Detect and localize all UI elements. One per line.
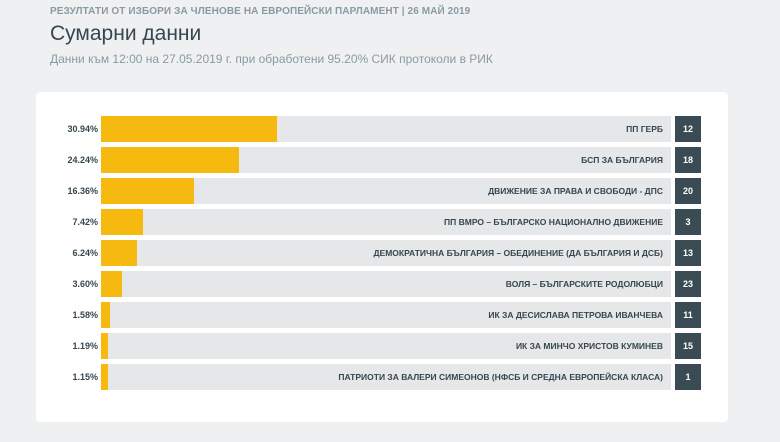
percent-label: 1.19%	[72, 341, 98, 351]
seats-badge: 13	[675, 240, 701, 266]
party-name: БСП ЗА БЪЛГАРИЯ	[581, 155, 663, 165]
result-bar	[101, 147, 240, 173]
result-row: 16.36% ДВИЖЕНИЕ ЗА ПРАВА И СВОБОДИ - ДПС 2…	[36, 178, 728, 204]
party-name: ПП ГЕРБ	[626, 124, 663, 134]
result-bar	[101, 364, 108, 390]
result-bar	[101, 240, 137, 266]
party-name: ПАТРИОТИ ЗА ВАЛЕРИ СИМЕОНОВ (НФСБ И СРЕД…	[338, 372, 663, 382]
result-bar	[101, 302, 110, 328]
seats-badge: 1	[675, 364, 701, 390]
results-panel: 30.94% ПП ГЕРБ 12 24.24% БСП ЗА БЪЛГАРИЯ 18 16…	[36, 92, 728, 422]
bar-track: ПП ВМРО – БЪЛГАРСКО НАЦИОНАЛНО ДВИЖЕНИЕ	[101, 209, 671, 235]
page-subtitle: Данни към 12:00 на 27.05.2019 г. при обр…	[50, 52, 493, 66]
bar-track: ПП ГЕРБ	[101, 116, 671, 142]
bar-track: ПАТРИОТИ ЗА ВАЛЕРИ СИМЕОНОВ (НФСБ И СРЕД…	[101, 364, 671, 390]
bar-track: БСП ЗА БЪЛГАРИЯ	[101, 147, 671, 173]
bar-track: ДВИЖЕНИЕ ЗА ПРАВА И СВОБОДИ - ДПС	[101, 178, 671, 204]
party-name: ДВИЖЕНИЕ ЗА ПРАВА И СВОБОДИ - ДПС	[488, 186, 663, 196]
seats-badge: 23	[675, 271, 701, 297]
page-topline: РЕЗУЛТАТИ ОТ ИЗБОРИ ЗА ЧЛЕНОВЕ НА ЕВРОПЕ…	[50, 6, 471, 17]
result-bar	[101, 178, 195, 204]
party-name: ИК ЗА ДЕСИСЛАВА ПЕТРОВА ИВАНЧЕВА	[488, 310, 663, 320]
seats-badge: 12	[675, 116, 701, 142]
seats-badge: 11	[675, 302, 701, 328]
percent-label: 6.24%	[72, 248, 98, 258]
result-row: 6.24% ДЕМОКРАТИЧНА БЪЛГАРИЯ – ОБЕДИНЕНИЕ …	[36, 240, 728, 266]
result-row: 7.42% ПП ВМРО – БЪЛГАРСКО НАЦИОНАЛНО ДВИЖ…	[36, 209, 728, 235]
bar-track: ИК ЗА ДЕСИСЛАВА ПЕТРОВА ИВАНЧЕВА	[101, 302, 671, 328]
bar-track: ДЕМОКРАТИЧНА БЪЛГАРИЯ – ОБЕДИНЕНИЕ (ДА Б…	[101, 240, 671, 266]
percent-label: 16.36%	[67, 186, 98, 196]
bar-track: ИК ЗА МИНЧО ХРИСТОВ КУМИНЕВ	[101, 333, 671, 359]
result-row: 24.24% БСП ЗА БЪЛГАРИЯ 18	[36, 147, 728, 173]
seats-badge: 3	[675, 209, 701, 235]
page-title: Сумарни данни	[50, 22, 202, 45]
seats-badge: 15	[675, 333, 701, 359]
party-name: ИК ЗА МИНЧО ХРИСТОВ КУМИНЕВ	[515, 341, 663, 351]
result-row: 3.60% ВОЛЯ – БЪЛГАРСКИТЕ РОДОЛЮБЦИ 23	[36, 271, 728, 297]
result-bar	[101, 333, 108, 359]
party-name: ПП ВМРО – БЪЛГАРСКО НАЦИОНАЛНО ДВИЖЕНИЕ	[444, 217, 663, 227]
seats-badge: 20	[675, 178, 701, 204]
seats-badge: 18	[675, 147, 701, 173]
percent-label: 1.58%	[72, 310, 98, 320]
party-name: ДЕМОКРАТИЧНА БЪЛГАРИЯ – ОБЕДИНЕНИЕ (ДА Б…	[373, 248, 663, 258]
result-row: 1.58% ИК ЗА ДЕСИСЛАВА ПЕТРОВА ИВАНЧЕВА 11	[36, 302, 728, 328]
percent-label: 24.24%	[67, 155, 98, 165]
result-bar	[101, 116, 278, 142]
percent-label: 3.60%	[72, 279, 98, 289]
result-row: 1.19% ИК ЗА МИНЧО ХРИСТОВ КУМИНЕВ 15	[36, 333, 728, 359]
result-bar	[101, 271, 122, 297]
percent-label: 30.94%	[67, 124, 98, 134]
percent-label: 7.42%	[72, 217, 98, 227]
party-name: ВОЛЯ – БЪЛГАРСКИТЕ РОДОЛЮБЦИ	[505, 279, 663, 289]
result-row: 30.94% ПП ГЕРБ 12	[36, 116, 728, 142]
result-row: 1.15% ПАТРИОТИ ЗА ВАЛЕРИ СИМЕОНОВ (НФСБ И…	[36, 364, 728, 390]
bar-track: ВОЛЯ – БЪЛГАРСКИТЕ РОДОЛЮБЦИ	[101, 271, 671, 297]
percent-label: 1.15%	[72, 372, 98, 382]
result-bar	[101, 209, 144, 235]
